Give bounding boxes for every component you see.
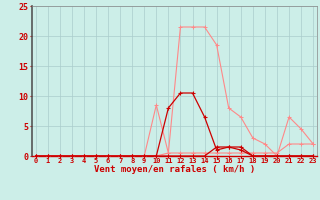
X-axis label: Vent moyen/en rafales ( km/h ): Vent moyen/en rafales ( km/h ) [94, 165, 255, 174]
